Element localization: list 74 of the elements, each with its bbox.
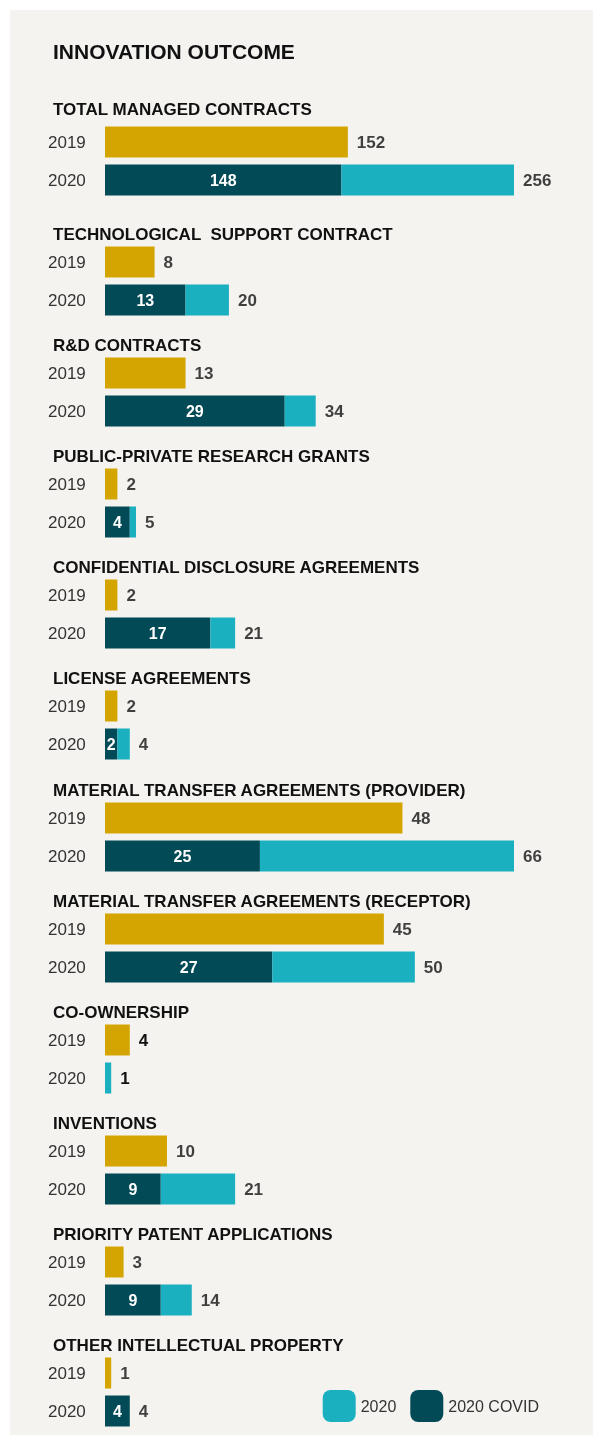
y-tick-label: 2019	[48, 363, 86, 383]
y-tick-label: 2019	[48, 585, 86, 605]
total-label: 4	[138, 734, 149, 754]
y-tick-label: 2020	[48, 957, 86, 977]
y-tick-label: 2019	[48, 474, 86, 494]
y-tick-label: 2019	[48, 1030, 86, 1050]
data-label: 4	[112, 1402, 122, 1420]
total-label: 2	[126, 696, 136, 716]
chart-title: MATERIAL TRANSFER AGREEMENTS (RECEPTOR)	[53, 891, 471, 911]
y-tick-label: 2020	[48, 1401, 86, 1421]
total-label: 10	[175, 1141, 195, 1161]
total-label: 152	[356, 132, 386, 152]
y-tick-label: 2020	[48, 401, 86, 421]
y-tick-label: 2019	[48, 696, 86, 716]
y-tick-label: 2020	[48, 846, 86, 865]
data-label: 25	[173, 847, 192, 864]
data-label: 4	[138, 1030, 149, 1050]
text: PUBLIC-PRIVATE RESEARCH GRANTS	[53, 447, 370, 467]
chart-title: TECHNOLOGICAL SUPPORT CONTRACT	[53, 225, 394, 244]
data-label: 9	[128, 1291, 138, 1309]
y-tick-label: 2020	[48, 512, 86, 532]
total-label: 13	[194, 363, 214, 383]
data-label: 9	[128, 1180, 138, 1198]
total-label: 21	[244, 1179, 264, 1199]
y-tick-label: 2020	[48, 623, 86, 643]
chart-title: MATERIAL TRANSFER AGREEMENTS (PROVIDER)	[53, 780, 466, 800]
y-tick-label: 2019	[48, 808, 86, 827]
total-label: 8	[163, 252, 174, 272]
chart-title: CONFIDENTIAL DISCLOSURE AGREEMENTS	[53, 558, 420, 578]
data-label: 4	[112, 513, 122, 531]
total-label: 66	[523, 846, 542, 865]
y-tick-label: 2020	[48, 290, 86, 310]
y-tick-label: 2019	[48, 1141, 86, 1161]
data-label: 13	[136, 291, 155, 309]
chart-subtitle: TOTAL MANAGED CONTRACTS	[53, 100, 312, 119]
total-label: 256	[523, 170, 552, 190]
chart-title: CO-OWNERSHIP	[53, 1002, 189, 1022]
total-label: 2	[126, 474, 136, 494]
total-label: 14	[200, 1290, 221, 1310]
data-label: 17	[148, 624, 167, 642]
chart-title: INVENTIONS	[53, 1113, 157, 1133]
data-label: 148	[209, 171, 237, 189]
chart-title: LICENSE AGREEMENTS	[53, 669, 251, 689]
total-label: 21	[244, 623, 264, 643]
data-label: 2	[106, 735, 116, 753]
legend-label: 2020 COVID	[448, 1397, 540, 1415]
y-tick-label: 2020	[48, 170, 86, 190]
legend-label: 2020	[360, 1397, 397, 1415]
y-tick-label: 2019	[48, 1363, 86, 1383]
total-label: 45	[392, 919, 412, 939]
total-label: 2	[126, 585, 136, 605]
chart-title: INNOVATION OUTCOME	[53, 40, 295, 63]
y-tick-label: 2020	[48, 1068, 86, 1088]
text: OTHER INTELLECTUAL PROPERTY	[53, 1336, 345, 1355]
y-tick-label: 2019	[48, 1252, 86, 1272]
total-label: 1	[120, 1363, 130, 1383]
y-tick-label: 2019	[48, 252, 86, 272]
y-tick-label: 2019	[48, 132, 86, 152]
y-tick-label: 2020	[48, 734, 86, 754]
y-tick-label: 2020	[48, 1290, 86, 1310]
total-label: 5	[144, 512, 155, 532]
total-label: 20	[237, 290, 257, 310]
total-label: 48	[411, 808, 431, 827]
chart-title: PRIORITY PATENT APPLICATIONS	[53, 1224, 333, 1244]
total-label: 50	[423, 957, 443, 977]
total-label: 3	[132, 1252, 143, 1272]
data-label: 29	[185, 402, 204, 420]
data-label: 1	[120, 1068, 130, 1088]
y-tick-label: 2019	[48, 919, 86, 939]
chart-title: R&D CONTRACTS	[53, 336, 202, 356]
total-label: 34	[324, 401, 345, 421]
y-tick-label: 2020	[48, 1179, 86, 1199]
total-label: 4	[138, 1401, 149, 1421]
data-label: 27	[179, 958, 198, 976]
